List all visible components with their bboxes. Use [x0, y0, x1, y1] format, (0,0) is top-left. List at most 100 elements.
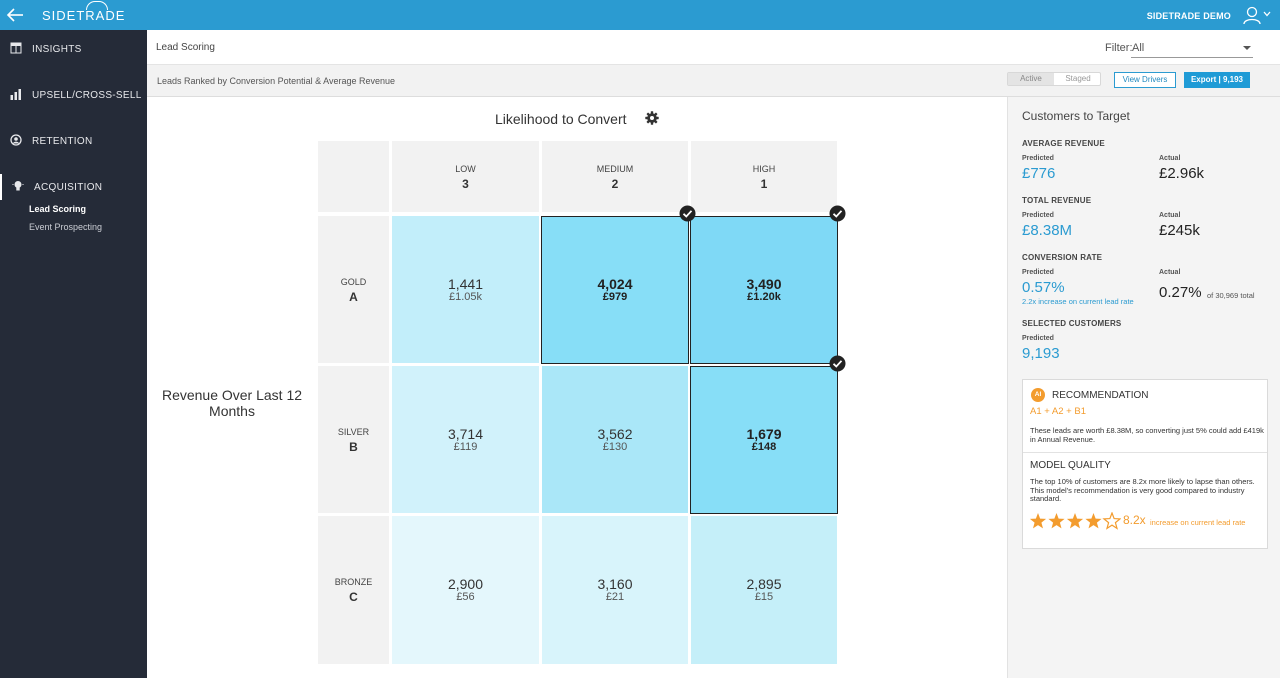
cell-revenue: £979 [602, 291, 628, 303]
bar-chart-icon [10, 89, 21, 100]
column-rank: 2 [611, 177, 619, 191]
cell-count: 2,900 [447, 576, 484, 592]
checkmark-icon [829, 355, 846, 372]
cell-revenue: £1.05k [448, 291, 483, 303]
matrix-cell-b3[interactable]: 3,714 £119 [392, 366, 539, 513]
matrix-cell-c3[interactable]: 2,900 £56 [392, 516, 539, 664]
row-label: GOLD [340, 277, 367, 287]
matrix-cell-b1[interactable]: 1,679 £148 [690, 366, 838, 514]
chevron-down-icon[interactable] [1262, 9, 1272, 19]
cell-revenue: £15 [754, 591, 774, 603]
sidebar-subitem-lead-scoring[interactable]: Lead Scoring [29, 204, 87, 214]
cell-count: 3,562 [597, 426, 633, 442]
recommendation-formula: A1 + A2 + B1 [1030, 406, 1086, 417]
matrix-corner [318, 141, 389, 212]
model-quality-value: 8.2x [1123, 513, 1146, 527]
column-label: LOW [455, 164, 476, 174]
row-code: B [349, 440, 358, 454]
column-rank: 1 [760, 177, 768, 191]
customers-to-target-panel: Customers to Target AVERAGE REVENUE Pred… [1007, 97, 1280, 678]
checkmark-icon [679, 205, 696, 222]
actual-label: Actual [1159, 155, 1181, 162]
matrix-title: Likelihood to Convert [495, 111, 627, 127]
sidebar-item-label: ACQUISITION [34, 182, 103, 193]
row-axis-label: Revenue Over Last 12 Months [161, 387, 303, 419]
predicted-label: Predicted [1022, 269, 1054, 276]
column-label: HIGH [752, 164, 776, 174]
star-icon [1085, 513, 1102, 529]
ai-badge: AI [1031, 388, 1045, 402]
average-revenue-title: AVERAGE REVENUE [1022, 139, 1105, 148]
column-label: MEDIUM [596, 164, 634, 174]
sidebar-item-retention[interactable]: RETENTION [0, 128, 147, 154]
matrix-cell-a3[interactable]: 1,441 £1.05k [392, 216, 539, 363]
actual-label: Actual [1159, 212, 1181, 219]
matrix-cell-c1[interactable]: 2,895 £15 [691, 516, 837, 664]
sidebar-subitem-event-prospecting[interactable]: Event Prospecting [29, 222, 103, 232]
filter-dropdown[interactable]: All [1131, 38, 1253, 58]
account-name[interactable]: SIDETRADE DEMO [1146, 11, 1231, 21]
recommendation-text: These leads are worth £8.38M, so convert… [1030, 426, 1264, 444]
row-header-bronze: BRONZE C [318, 516, 389, 664]
cell-revenue: £21 [605, 591, 625, 603]
back-arrow-icon[interactable] [4, 3, 26, 27]
row-label: SILVER [337, 427, 370, 437]
filter-label: Filter: [1105, 42, 1133, 54]
lightbulb-icon [12, 181, 24, 191]
view-drivers-button[interactable]: View Drivers [1114, 72, 1176, 88]
star-icon [1102, 512, 1121, 530]
star-icon [1029, 513, 1047, 529]
cell-count: 3,714 [447, 426, 484, 442]
sidebar-item-label: UPSELL/CROSS-SELL [32, 90, 142, 101]
caret-down-icon [1243, 46, 1251, 50]
sidebar: INSIGHTS UPSELL/CROSS-SELL RETENTION ACQ… [0, 30, 147, 678]
sidebar-item-upsell[interactable]: UPSELL/CROSS-SELL [0, 82, 147, 108]
model-quality-title: MODEL QUALITY [1030, 460, 1111, 471]
cell-revenue: £119 [453, 441, 478, 453]
selected-customers-predicted: 9,193 [1022, 345, 1060, 362]
matrix-cell-a2[interactable]: 4,024 £979 [541, 216, 689, 364]
gear-icon[interactable] [645, 111, 659, 125]
filter-value: All [1132, 42, 1145, 54]
conversion-rate-predicted: 0.57% [1022, 279, 1065, 296]
conversion-rate-actual: 0.27% [1159, 284, 1202, 301]
matrix-cell-c2[interactable]: 3,160 £21 [542, 516, 688, 664]
page-title: Lead Scoring [156, 42, 215, 53]
total-revenue-predicted: £8.38M [1022, 222, 1073, 239]
cell-count: 1,679 [746, 426, 782, 442]
star-rating [1029, 512, 1121, 530]
row-header-silver: SILVER B [318, 366, 389, 513]
page-header: Lead Scoring Filter: All [147, 30, 1280, 65]
conversion-rate-predicted-note: 2.2x increase on current lead rate [1022, 297, 1134, 306]
star-icon [1066, 513, 1084, 529]
active-staged-toggle[interactable]: Active Staged [1007, 72, 1101, 86]
row-label: BRONZE [334, 577, 373, 587]
cell-revenue: £148 [751, 441, 777, 453]
sidebar-item-insights[interactable]: INSIGHTS [0, 36, 147, 62]
toggle-active[interactable]: Active [1008, 73, 1054, 85]
sidebar-item-acquisition[interactable]: ACQUISITION [0, 174, 147, 200]
cell-revenue: £1.20k [747, 291, 781, 303]
conversion-rate-title: CONVERSION RATE [1022, 253, 1103, 262]
cell-revenue: £56 [456, 591, 475, 603]
column-header-high: HIGH 1 [691, 141, 837, 212]
selected-customers-title: SELECTED CUSTOMERS [1022, 319, 1122, 328]
cell-count: 3,160 [597, 576, 633, 592]
predicted-label: Predicted [1022, 155, 1054, 162]
sidebar-item-label: INSIGHTS [32, 44, 82, 55]
column-rank: 3 [462, 177, 469, 191]
user-icon[interactable] [1242, 5, 1262, 25]
row-code: A [349, 290, 358, 304]
sidetrade-logo[interactable]: SIDETRADE [42, 8, 126, 23]
total-revenue-actual: £245k [1159, 222, 1200, 239]
predicted-label: Predicted [1022, 212, 1054, 219]
divider [1023, 452, 1267, 453]
matrix-cell-a1[interactable]: 3,490 £1.20k [690, 216, 838, 364]
avg-revenue-predicted: £776 [1022, 165, 1056, 182]
export-button[interactable]: Export | 9,193 [1184, 72, 1250, 88]
checkmark-icon [829, 205, 846, 222]
subheader-title: Leads Ranked by Conversion Potential & A… [157, 76, 395, 86]
matrix-cell-b2[interactable]: 3,562 £130 [542, 366, 688, 513]
panel-title: Customers to Target [1022, 109, 1130, 123]
toggle-staged[interactable]: Staged [1065, 74, 1091, 83]
